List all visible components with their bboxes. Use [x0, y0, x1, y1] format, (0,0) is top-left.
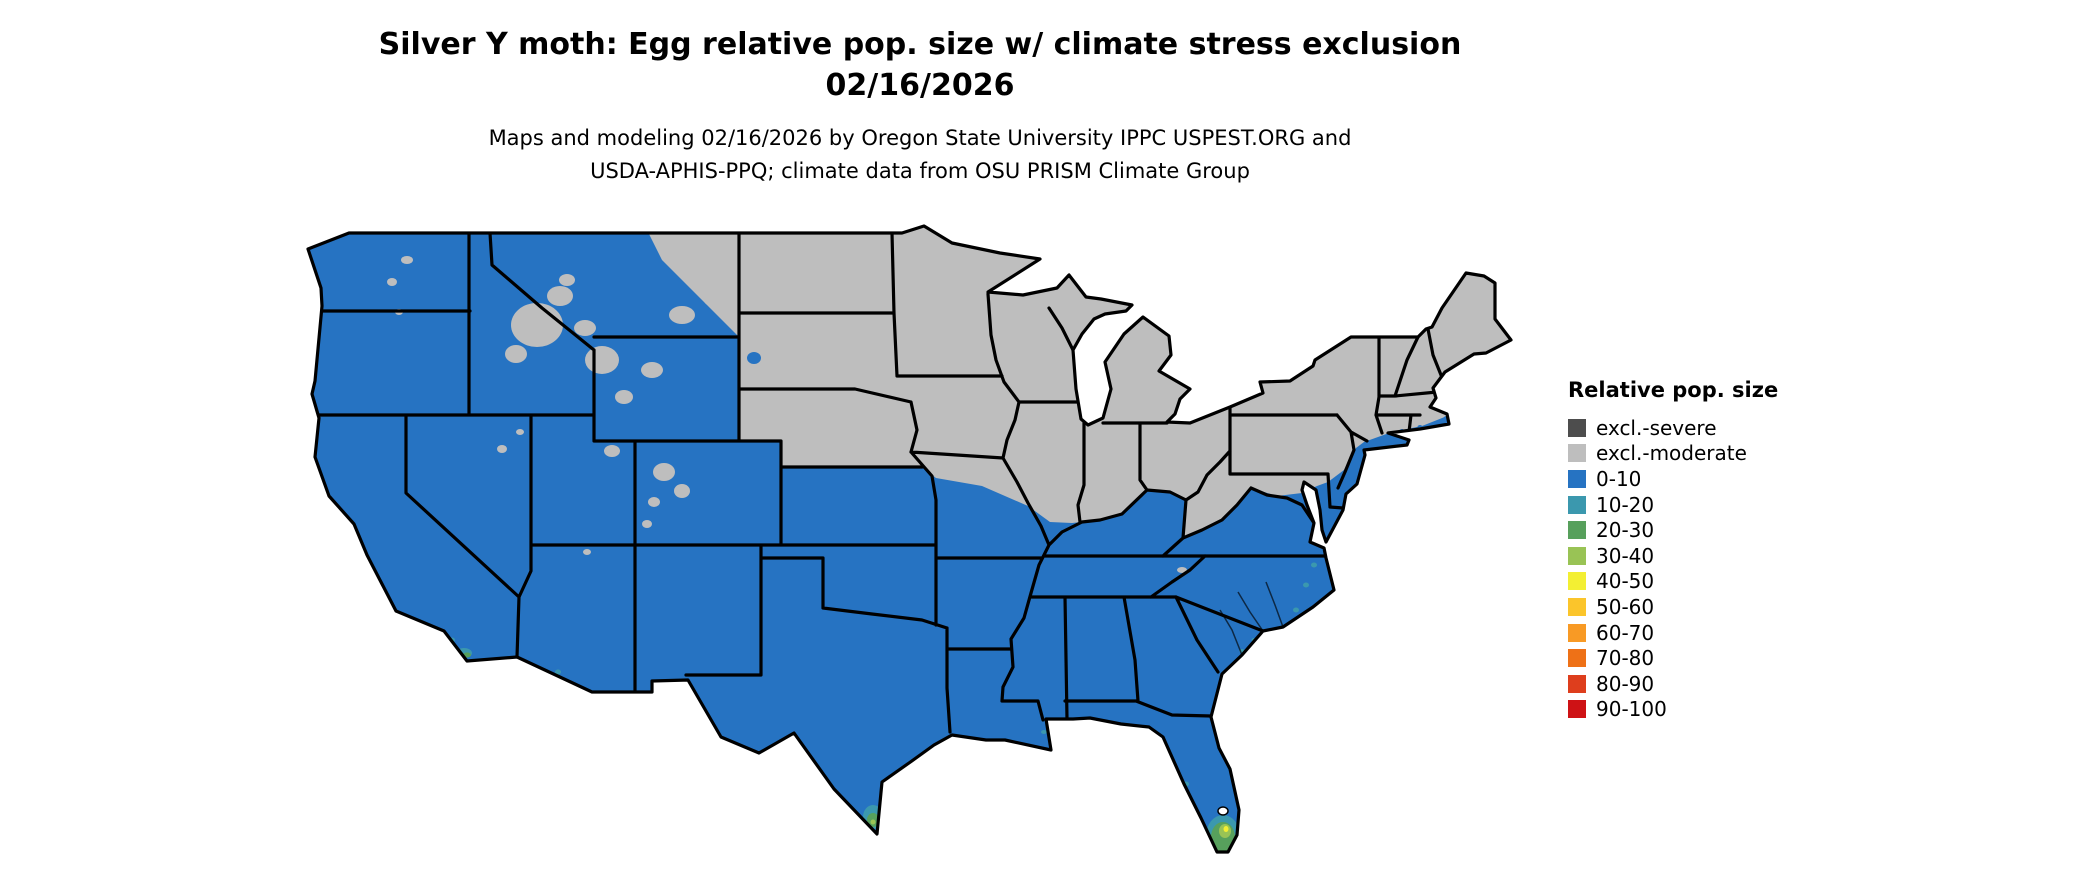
legend-swatch-40-50: [1568, 572, 1586, 591]
legend-item: 60-70: [1568, 620, 1778, 646]
legend-label: 0-10: [1596, 466, 1642, 491]
map-subtitle-line1: Maps and modeling 02/16/2026 by Oregon S…: [488, 126, 1352, 150]
map-title-line1: Silver Y moth: Egg relative pop. size w/…: [378, 27, 1462, 62]
legend-label: 30-40: [1596, 543, 1655, 568]
legend-label: 10-20: [1596, 492, 1655, 517]
legend-item: 70-80: [1568, 645, 1778, 671]
legend-label: 40-50: [1596, 569, 1655, 594]
legend-item: 80-90: [1568, 671, 1778, 697]
legend-item: 10-20: [1568, 492, 1778, 518]
legend-item: 20-30: [1568, 517, 1778, 543]
legend-item: 90-100: [1568, 697, 1778, 723]
map-subtitle: Maps and modeling 02/16/2026 by Oregon S…: [0, 122, 1840, 188]
us-map: [302, 220, 1524, 875]
legend-swatch-10-20: [1568, 495, 1586, 514]
legend-swatch-50-60: [1568, 597, 1586, 616]
legend-item: 0-10: [1568, 466, 1778, 492]
state-borders: [312, 231, 1445, 734]
legend-swatch-20-30: [1568, 521, 1586, 540]
legend-item: 40-50: [1568, 569, 1778, 595]
excluded-mountain-patches: [387, 256, 1187, 573]
legend-label: 50-60: [1596, 594, 1655, 619]
legend-swatch-60-70: [1568, 623, 1586, 642]
legend-swatch-excl-severe: [1568, 418, 1586, 437]
map-title-line2: 02/16/2026: [825, 68, 1015, 103]
legend-label: excl.-severe: [1596, 415, 1717, 440]
legend-label: excl.-moderate: [1596, 441, 1747, 466]
legend-title: Relative pop. size: [1568, 378, 1779, 402]
legend-label: 70-80: [1596, 646, 1655, 671]
legend-swatch-70-80: [1568, 649, 1586, 668]
legend-swatch-80-90: [1568, 674, 1586, 693]
legend-item: 30-40: [1568, 543, 1778, 569]
lake-okeechobee: [1217, 806, 1229, 816]
hotspots-40-50: [1223, 826, 1229, 832]
legend-item: excl.-moderate: [1568, 441, 1778, 467]
us-map-svg: [306, 224, 1513, 854]
legend-swatch-excl-moderate: [1568, 444, 1586, 463]
hotspots-30-40: [870, 819, 1231, 838]
legend-label: 20-30: [1596, 518, 1655, 543]
legend-swatch-30-40: [1568, 546, 1586, 565]
map-subtitle-line2: USDA-APHIS-PPQ; climate data from OSU PR…: [590, 159, 1250, 183]
legend-item: excl.-severe: [1568, 415, 1778, 441]
legend-swatch-90-100: [1568, 700, 1586, 719]
legend-label: 90-100: [1596, 697, 1667, 722]
legend: Relative pop. size excl.-severe excl.-mo…: [1568, 378, 1778, 722]
map-title: Silver Y moth: Egg relative pop. size w/…: [0, 24, 1840, 106]
legend-item: 50-60: [1568, 594, 1778, 620]
legend-swatch-0-10: [1568, 469, 1586, 488]
legend-label: 80-90: [1596, 671, 1655, 696]
legend-label: 60-70: [1596, 620, 1655, 645]
